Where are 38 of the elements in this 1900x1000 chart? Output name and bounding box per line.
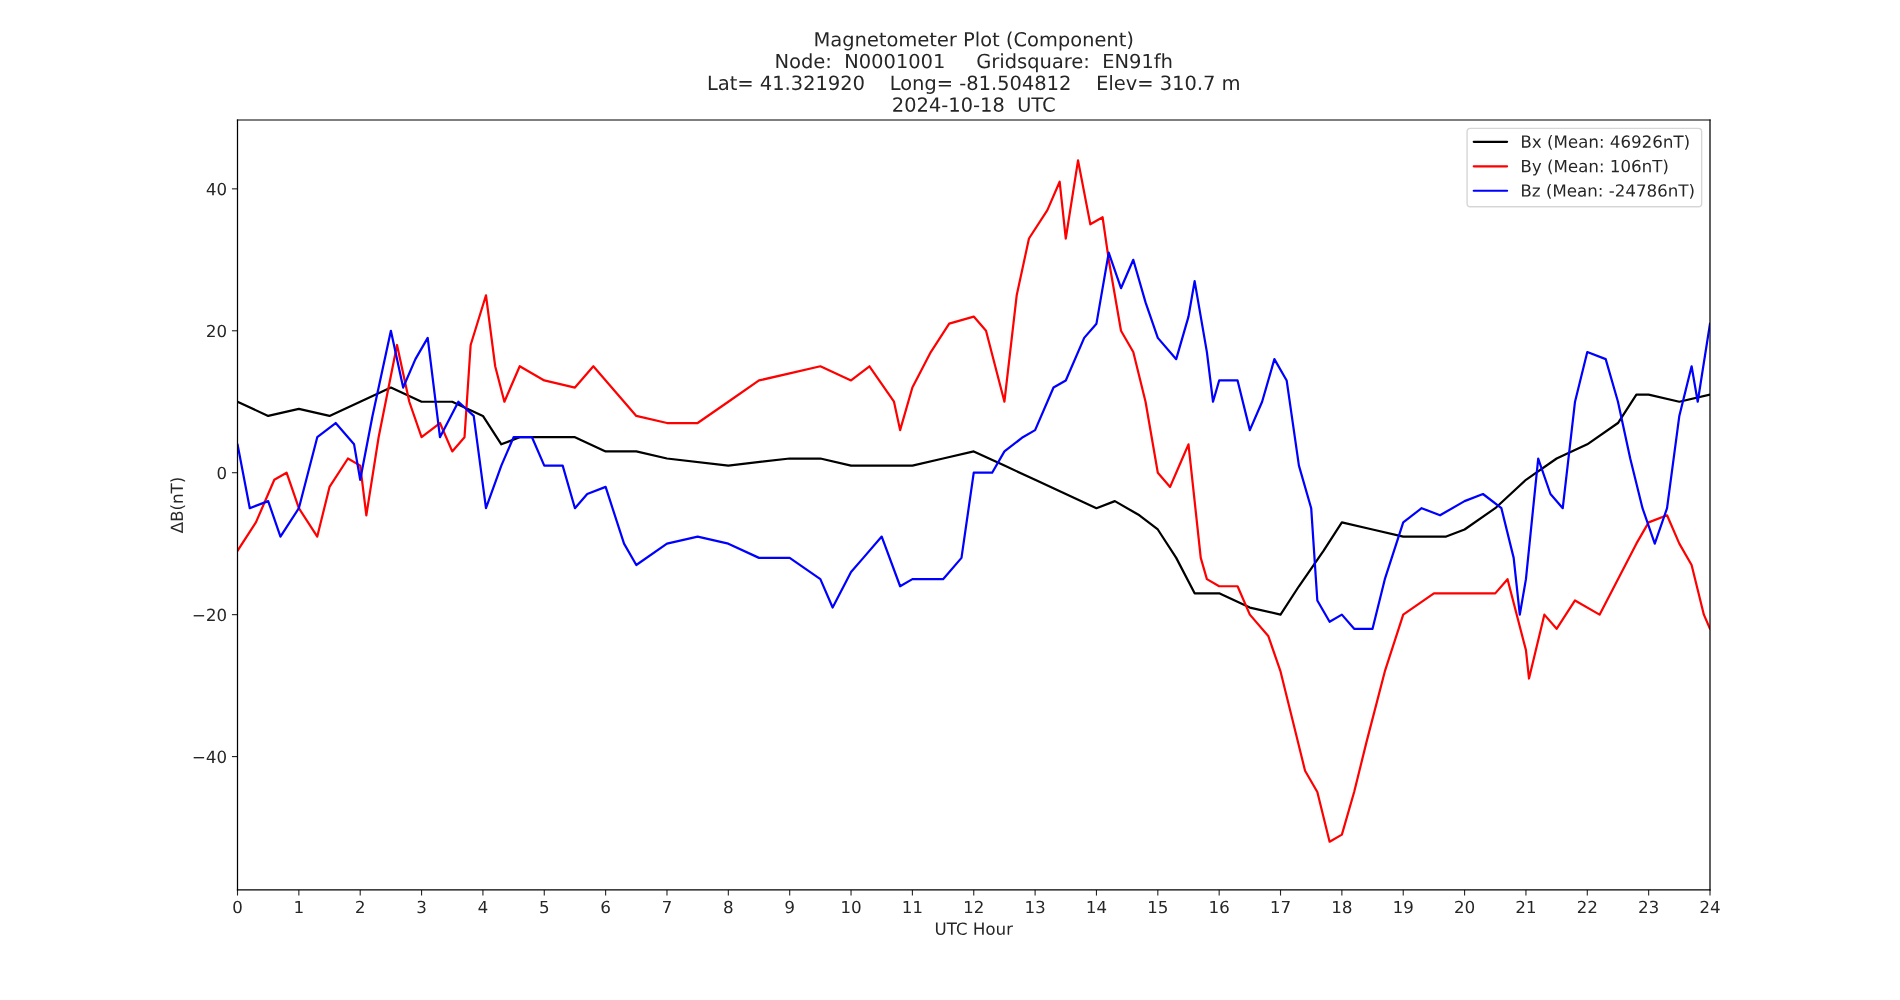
x-tick-label: 10 — [842, 900, 861, 914]
x-tick-label: 13 — [1026, 900, 1045, 914]
legend-label: Bx (Mean: 46926nT) — [1522, 135, 1689, 150]
x-tick-label: 23 — [1639, 900, 1658, 914]
x-tick-label: 6 — [601, 900, 610, 914]
x-tick-label: 2 — [356, 900, 364, 914]
x-tick-label: 17 — [1271, 900, 1290, 914]
x-tick-label: 18 — [1333, 900, 1352, 914]
x-tick-label: 20 — [1455, 900, 1475, 914]
y-tick-label: 40 — [206, 182, 226, 196]
x-tick-label: 5 — [540, 900, 549, 914]
x-tick-label: 11 — [903, 900, 922, 914]
x-tick-label: 21 — [1516, 900, 1535, 914]
y-tick-label: −40 — [193, 750, 226, 764]
y-tick-label: 20 — [207, 324, 226, 338]
y-tick-label: 0 — [217, 466, 226, 480]
x-tick-label: 24 — [1700, 900, 1720, 914]
x-tick-label: 16 — [1210, 900, 1229, 914]
x-tick-label: 1 — [295, 900, 303, 914]
x-tick-label: 3 — [417, 900, 426, 914]
x-axis-title: UTC Hour — [935, 922, 1013, 935]
line-series — [237, 251, 1710, 630]
x-tick-label: 22 — [1577, 900, 1597, 914]
line-series — [237, 159, 1710, 843]
x-tick-label: 0 — [233, 900, 242, 914]
x-tick-label: 19 — [1394, 900, 1413, 914]
legend-label: Bz (Mean: -24786nT) — [1522, 183, 1694, 199]
x-tick-label: 7 — [663, 900, 671, 914]
x-tick-label: 12 — [964, 900, 983, 914]
x-tick-label: 4 — [478, 900, 488, 914]
x-tick-label: 14 — [1087, 900, 1107, 914]
y-axis-title: ΔB(nT) — [170, 478, 186, 534]
x-tick-label: 15 — [1149, 900, 1167, 914]
x-tick-label: 9 — [785, 900, 794, 914]
legend-label: By (Mean: 106nT) — [1522, 159, 1668, 176]
chart-title: Magnetometer Plot (Component) Node: N0001001 Gridsquare: EN91fh Lat= 41.321920 Long= -81.504812 Elev= 310.7 m 2024-10-18 UTC — [708, 31, 1239, 112]
y-tick-label: −20 — [193, 608, 226, 622]
x-tick-label: 8 — [724, 900, 733, 914]
